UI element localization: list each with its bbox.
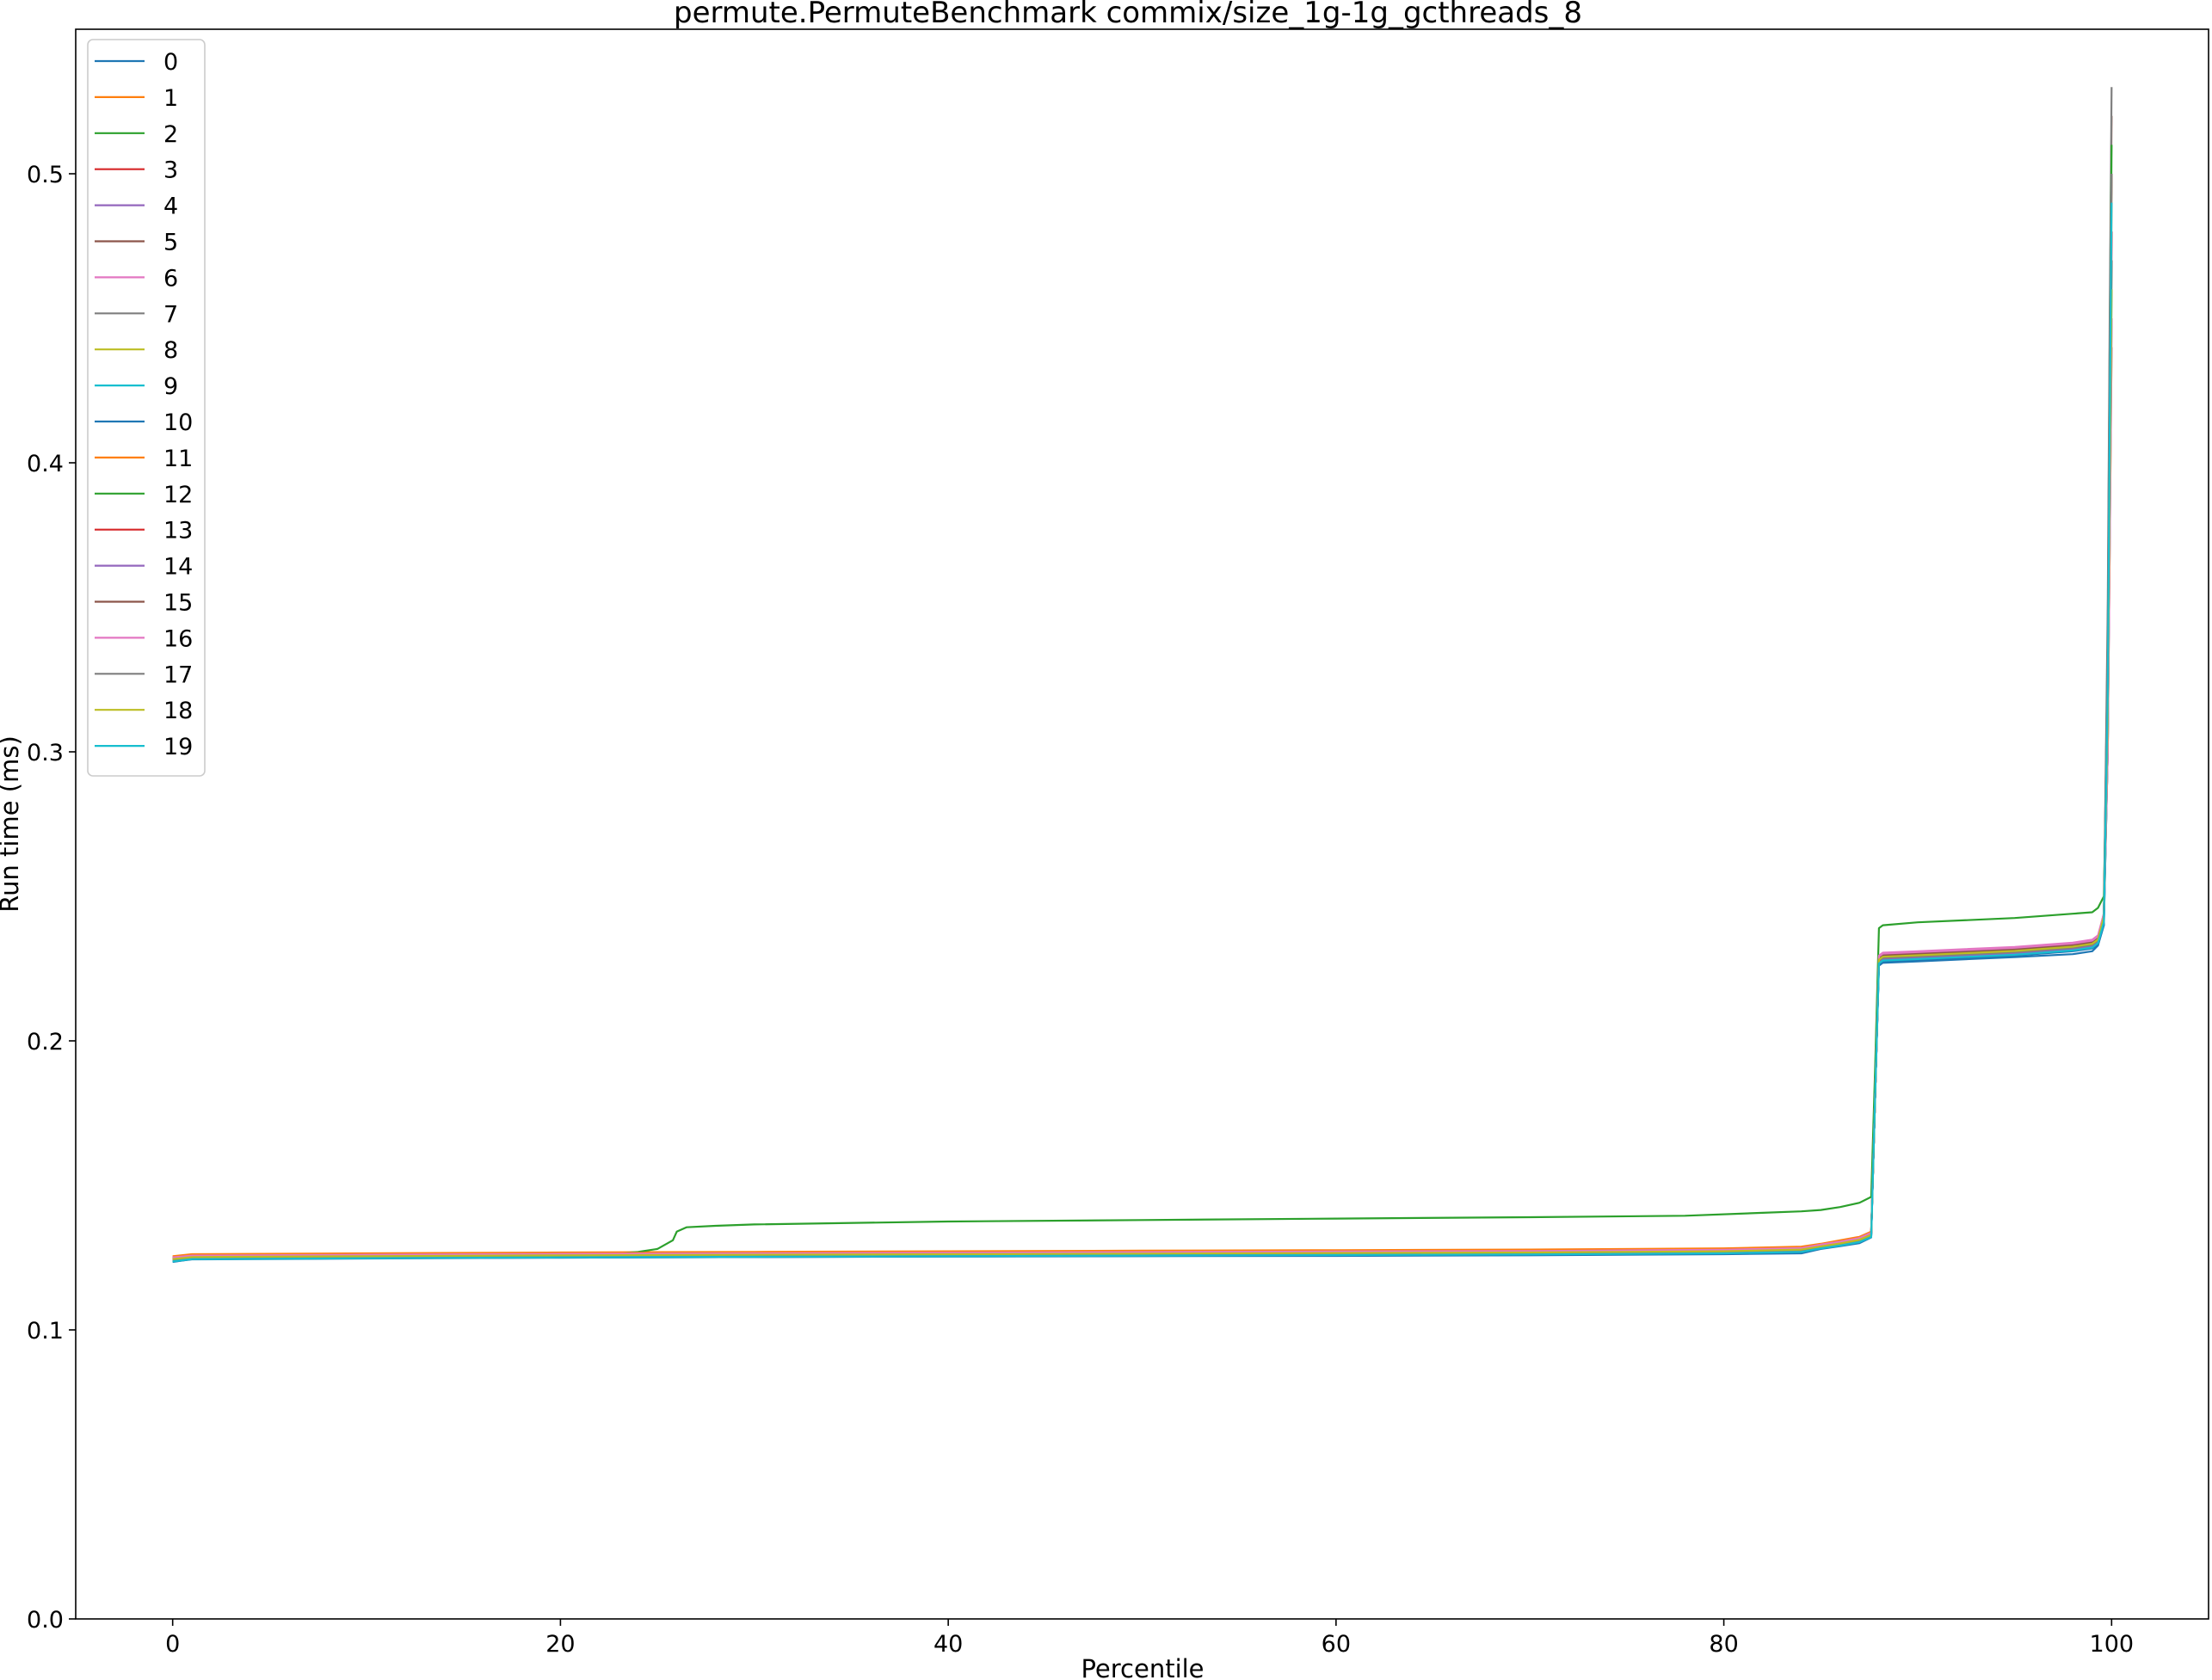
legend-label: 6 — [163, 265, 178, 292]
y-axis-label: Run time (ms) — [0, 735, 24, 913]
x-tick-label: 0 — [165, 1631, 180, 1658]
legend-label: 14 — [163, 554, 193, 581]
plot-frame — [75, 28, 2209, 1620]
series-line-19 — [172, 202, 2113, 1263]
legend-label: 18 — [163, 698, 193, 724]
legend-label: 13 — [163, 518, 193, 545]
x-tick-label: 60 — [1322, 1631, 1351, 1658]
y-axis: 0.0 0.1 0.2 0.3 0.4 0.5 — [27, 162, 76, 1634]
legend-label: 9 — [163, 373, 178, 400]
legend-label: 1 — [163, 85, 178, 112]
legend-label: 16 — [163, 625, 193, 652]
legend-label: 8 — [163, 337, 178, 364]
x-tick-label: 80 — [1709, 1631, 1738, 1658]
x-tick-label: 40 — [933, 1631, 963, 1658]
series-line-16 — [172, 317, 2113, 1258]
x-axis: 0 20 40 60 80 100 — [165, 1619, 2134, 1658]
legend-label: 2 — [163, 121, 178, 148]
legend-label: 10 — [163, 409, 193, 436]
legend-label: 7 — [163, 301, 178, 328]
y-tick-label: 0.1 — [27, 1318, 64, 1345]
plot-lines — [172, 87, 2113, 1264]
y-tick-label: 0.5 — [27, 162, 64, 188]
legend-label: 3 — [163, 157, 178, 184]
x-axis-label: Percentile — [1081, 1654, 1204, 1680]
series-line-18 — [172, 289, 2113, 1260]
x-tick-label: 20 — [545, 1631, 575, 1658]
chart-title: permute.PermuteBenchmark commix/size_1g-… — [674, 0, 1582, 30]
y-tick-label: 0.0 — [27, 1607, 64, 1634]
legend-label: 0 — [163, 49, 178, 76]
legend-label: 15 — [163, 590, 193, 617]
y-tick-label: 0.4 — [27, 451, 64, 477]
legend-label: 19 — [163, 734, 193, 760]
x-tick-label: 100 — [2090, 1631, 2135, 1658]
legend-label: 11 — [163, 446, 193, 472]
y-tick-label: 0.2 — [27, 1029, 64, 1055]
legend-label: 17 — [163, 662, 193, 688]
legend-label: 12 — [163, 482, 193, 508]
legend-box — [87, 39, 206, 777]
y-tick-label: 0.3 — [27, 740, 64, 766]
legend-label: 5 — [163, 230, 178, 256]
legend-label: 4 — [163, 194, 178, 220]
series-line-2 — [172, 173, 2113, 1260]
